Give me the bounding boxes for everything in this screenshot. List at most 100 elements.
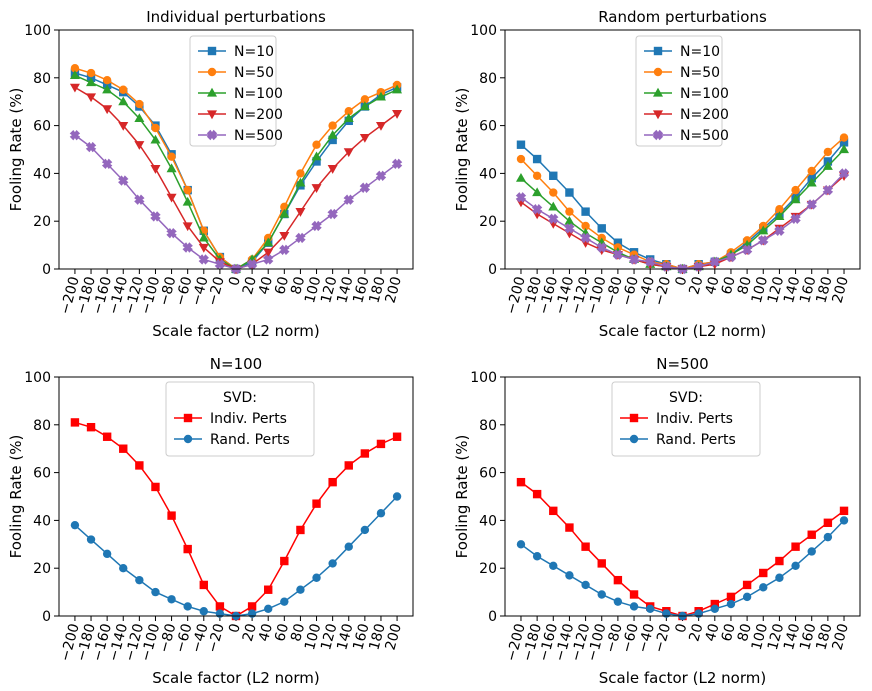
data-point (167, 511, 176, 520)
data-point (150, 165, 161, 174)
legend-label: N=200 (680, 107, 729, 123)
data-point (532, 489, 542, 499)
data-point (822, 184, 834, 196)
data-point (645, 604, 655, 614)
plot-frame (58, 29, 414, 270)
data-point (806, 177, 817, 187)
data-point (279, 231, 290, 241)
y-tick-label: 100 (24, 370, 51, 386)
x-tick-label: 40 (703, 275, 723, 296)
data-point (838, 168, 850, 179)
legend-label: N=10 (680, 44, 720, 60)
x-tick-label: 140 (334, 622, 356, 652)
legend-label: Rand. Perts (656, 432, 736, 448)
data-point (790, 213, 801, 225)
data-point (516, 540, 526, 549)
data-point (86, 68, 96, 78)
data-point (166, 227, 177, 239)
x-tick-label: 200 (383, 275, 405, 305)
data-point (774, 211, 785, 221)
data-point (70, 418, 80, 427)
data-point (182, 222, 193, 232)
data-point (392, 110, 403, 119)
x-tick-label: 120 (318, 275, 340, 305)
data-point (327, 165, 338, 174)
data-point (166, 163, 177, 173)
data-point (151, 123, 160, 133)
data-point (758, 225, 769, 235)
data-point (775, 573, 784, 582)
x-tick-label: 180 (366, 275, 388, 305)
legend-box (165, 381, 315, 457)
data-point (742, 592, 752, 602)
data-point (86, 535, 96, 544)
x-tick-label: −20 (651, 275, 674, 308)
data-point (375, 91, 386, 101)
plot-frame (504, 376, 861, 617)
x-tick-label: 0 (226, 622, 244, 635)
data-point (564, 216, 575, 225)
series-line (520, 141, 845, 270)
data-point (70, 520, 80, 530)
legend-label: N=100 (234, 86, 283, 102)
x-tick-label: 200 (830, 275, 852, 305)
data-point (613, 575, 623, 585)
data-point (391, 158, 403, 170)
data-point (710, 599, 720, 609)
legend-box (189, 35, 277, 147)
data-point (565, 188, 574, 197)
data-point (725, 251, 737, 263)
legend-label: N=50 (680, 65, 720, 81)
data-point (328, 559, 337, 568)
x-tick-label: 60 (719, 275, 739, 296)
data-point (565, 571, 574, 580)
x-tick-label: 180 (366, 622, 388, 652)
data-point (581, 580, 590, 590)
data-point (328, 135, 337, 145)
data-point (392, 432, 402, 441)
y-tick-label: 80 (479, 418, 497, 434)
data-point (359, 182, 371, 193)
x-tick-label: −80 (156, 622, 179, 655)
data-point (312, 157, 321, 166)
chart-title: N=500 (656, 355, 708, 373)
series-line (74, 495, 398, 617)
data-point (613, 238, 623, 247)
y-tick-label: 20 (33, 214, 51, 230)
series-5 (515, 168, 850, 275)
data-point (327, 129, 338, 139)
x-tick-label: −40 (189, 622, 212, 655)
data-point (183, 602, 192, 611)
data-point (215, 602, 225, 611)
legend-marker (207, 110, 217, 120)
x-tick-label: 80 (288, 622, 308, 643)
data-point (774, 225, 785, 236)
data-point (151, 482, 160, 492)
data-point (359, 133, 370, 143)
data-point (694, 609, 703, 618)
data-point (515, 172, 526, 182)
legend: SVD: Indiv. Perts Rand. Perts (165, 381, 315, 457)
x-tick-label: −60 (619, 622, 642, 655)
data-point (328, 477, 337, 487)
data-point (791, 542, 800, 551)
data-point (328, 121, 337, 130)
legend-label: N=200 (234, 107, 283, 123)
series-2 (70, 492, 402, 621)
plot-frame (504, 29, 861, 270)
y-tick-label: 60 (479, 119, 497, 135)
data-point (548, 201, 559, 211)
data-point (644, 256, 656, 268)
data-point (327, 208, 338, 220)
legend-label: Indiv. Perts (210, 411, 287, 427)
x-tick-label: −60 (172, 275, 195, 308)
legend-box (635, 35, 723, 147)
data-point (102, 549, 112, 559)
data-point (823, 518, 833, 527)
data-point (198, 243, 209, 253)
data-point (296, 525, 305, 535)
legend-marker (183, 413, 193, 423)
series-1 (516, 477, 849, 621)
y-tick-label: 80 (33, 418, 51, 434)
data-point (182, 242, 193, 253)
